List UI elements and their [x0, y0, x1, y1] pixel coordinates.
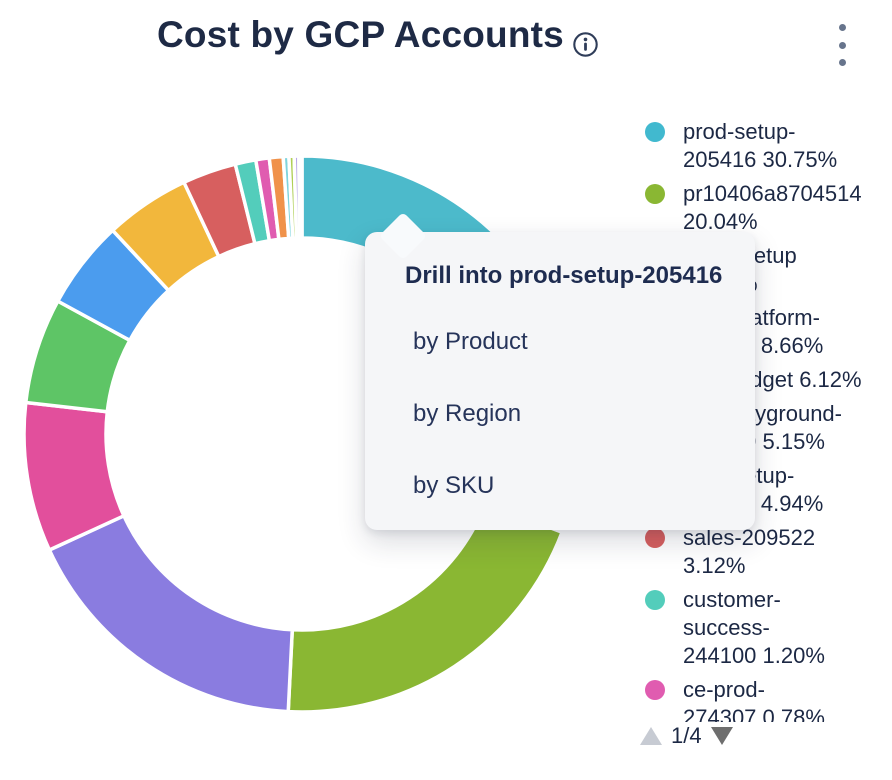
pie-slice[interactable] — [297, 154, 304, 240]
info-icon[interactable] — [572, 31, 599, 58]
legend-item[interactable]: customer-success- 244100 1.20% — [645, 586, 891, 670]
legend-item[interactable]: prod-setup- 205416 30.75% — [645, 118, 891, 174]
legend-marker-icon — [645, 184, 665, 204]
legend-label: sales-209522 3.12% — [683, 525, 816, 578]
legend-pagination: 1/4 — [640, 723, 733, 749]
pie-slice[interactable] — [286, 501, 564, 714]
legend-item[interactable]: ce-prod- 274307 0.78% — [645, 676, 891, 722]
legend-marker-icon — [645, 590, 665, 610]
legend-marker-icon — [645, 680, 665, 700]
legend-label: ce-prod- 274307 0.78% — [683, 677, 825, 722]
page-title: Cost by GCP Accounts — [157, 14, 564, 55]
pie-slice[interactable] — [47, 514, 295, 714]
legend-page-down-icon[interactable] — [710, 727, 733, 745]
legend-label: customer-success- 244100 1.20% — [683, 587, 825, 668]
legend-item[interactable]: pr10406a8704514 20.04% — [645, 180, 891, 236]
drill-menu-item[interactable]: by Product — [413, 328, 528, 355]
legend-page-label: 1/4 — [671, 723, 702, 748]
legend-page-up-icon[interactable] — [640, 727, 662, 745]
drill-tooltip: Drill into prod-setup-205416 by Product b… — [365, 211, 755, 530]
legend-marker-icon — [645, 528, 665, 548]
drill-menu-item[interactable]: by Region — [413, 400, 522, 427]
legend-label: pr10406a8704514 20.04% — [683, 181, 862, 234]
legend-marker-icon — [645, 122, 665, 142]
legend-label: prod-setup- 205416 30.75% — [683, 119, 838, 172]
legend-item[interactable]: sales-209522 3.12% — [645, 524, 891, 580]
drill-menu-item[interactable]: by SKU — [413, 472, 495, 499]
kebab-menu-icon[interactable] — [834, 22, 850, 68]
drill-tooltip-title: Drill into prod-setup-205416 — [405, 262, 723, 289]
